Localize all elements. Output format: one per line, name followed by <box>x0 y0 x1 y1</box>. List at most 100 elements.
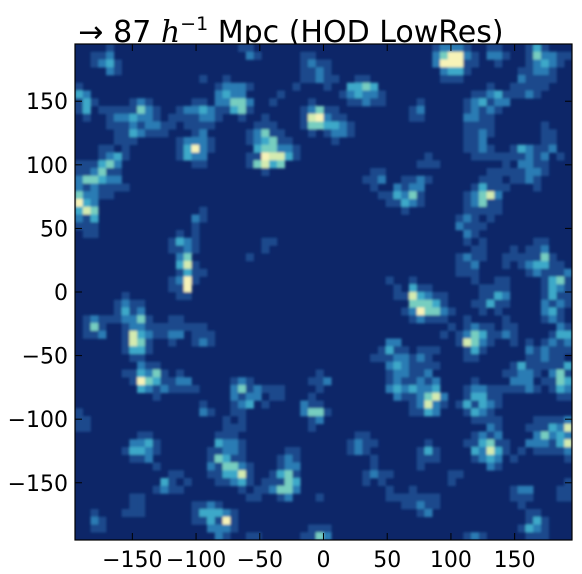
heatmap-cell <box>416 160 425 169</box>
heatmap-cell <box>540 431 550 440</box>
heatmap-cell <box>432 392 441 401</box>
heatmap-cell <box>509 323 518 332</box>
heatmap-cell <box>548 67 557 76</box>
heatmap-cell <box>525 338 534 347</box>
heatmap-cell <box>478 144 487 153</box>
heatmap-cell <box>533 75 542 84</box>
heatmap-cell <box>137 439 146 448</box>
heatmap-cell <box>486 323 495 332</box>
heatmap-cell <box>315 400 324 409</box>
heatmap-cell <box>564 51 572 60</box>
heatmap-cell <box>261 385 270 394</box>
heatmap-cell <box>245 98 254 107</box>
heatmap-cell <box>525 385 534 394</box>
heatmap-cell <box>463 338 472 347</box>
heatmap-cell <box>238 113 247 122</box>
heatmap-cell <box>548 307 557 316</box>
heatmap-cell <box>284 485 293 494</box>
heatmap-cell <box>113 129 122 138</box>
heatmap-cell <box>525 253 534 262</box>
heatmap-cell <box>129 299 138 308</box>
heatmap-cell <box>385 354 394 363</box>
heatmap-cell <box>540 137 550 146</box>
heatmap-cell <box>199 129 208 138</box>
heatmap-cell <box>168 485 177 494</box>
heatmap-cell <box>160 478 169 487</box>
heatmap-cell <box>401 385 410 394</box>
heatmap-cell <box>284 152 293 161</box>
heatmap-cell <box>98 191 107 200</box>
heatmap-cell <box>502 385 511 394</box>
heatmap-cell <box>199 400 208 409</box>
heatmap-cell <box>261 485 270 494</box>
heatmap-cell <box>269 485 278 494</box>
heatmap-cell <box>160 330 169 339</box>
heatmap-cell <box>214 98 223 107</box>
heatmap-cell <box>486 214 495 223</box>
heatmap-cell <box>137 454 146 463</box>
heatmap-cell <box>276 152 285 161</box>
heatmap-cell <box>408 113 417 122</box>
heatmap-cell <box>121 183 130 192</box>
heatmap-cell <box>168 113 177 122</box>
heatmap-cell <box>152 113 161 122</box>
heatmap-cell <box>276 462 285 471</box>
heatmap-cell <box>408 292 417 301</box>
heatmap-cell <box>129 129 138 138</box>
heatmap-cell <box>90 98 99 107</box>
heatmap-cell <box>463 315 472 324</box>
heatmap-cell <box>424 307 433 316</box>
heatmap-cell <box>564 338 572 347</box>
heatmap-cell <box>137 106 146 115</box>
heatmap-cell <box>152 462 161 471</box>
heatmap-cell <box>323 377 332 386</box>
heatmap-cell <box>533 361 542 370</box>
heatmap-cell <box>564 369 572 378</box>
heatmap-cell <box>486 408 495 417</box>
heatmap-cell <box>525 346 534 355</box>
heatmap-cell <box>245 532 254 540</box>
heatmap-cell <box>238 416 247 425</box>
heatmap-cell <box>393 183 402 192</box>
heatmap-cell <box>548 137 557 146</box>
heatmap-cell <box>439 75 449 84</box>
heatmap-cell <box>533 59 542 68</box>
heatmap-cell <box>424 354 433 363</box>
heatmap-cell <box>121 292 130 301</box>
heatmap-cell <box>471 106 480 115</box>
heatmap-cell <box>533 253 542 262</box>
heatmap-cell <box>564 454 572 463</box>
heatmap-cell <box>175 268 185 277</box>
heatmap-cell <box>556 346 565 355</box>
heatmap-cell <box>238 408 247 417</box>
heatmap-cell <box>307 392 317 401</box>
heatmap-cell <box>121 369 130 378</box>
heatmap-cell <box>540 237 550 246</box>
heatmap-cell <box>300 75 309 84</box>
heatmap-cell <box>471 416 480 425</box>
heatmap-cell <box>137 315 146 324</box>
heatmap-cell <box>183 113 192 122</box>
heatmap-cell <box>144 121 153 130</box>
heatmap-cell <box>191 385 200 394</box>
heatmap-cell <box>463 532 472 540</box>
heatmap-cell <box>113 307 122 316</box>
heatmap-cell <box>90 51 99 60</box>
heatmap-cell <box>222 532 231 540</box>
heatmap-cell <box>439 299 449 308</box>
heatmap-cell <box>424 292 433 301</box>
heatmap-cell <box>75 90 84 99</box>
heatmap-cell <box>432 377 441 386</box>
heatmap-cell <box>540 516 550 525</box>
heatmap-cell <box>137 323 146 332</box>
heatmap-cell <box>494 175 503 184</box>
heatmap-cell <box>137 385 146 394</box>
heatmap-cell <box>339 90 348 99</box>
heatmap-cell <box>548 346 557 355</box>
heatmap-cell <box>207 121 216 130</box>
heatmap-cell <box>401 361 410 370</box>
heatmap-cell <box>439 307 449 316</box>
heatmap-cell <box>370 470 379 479</box>
heatmap-cell <box>463 230 472 239</box>
heatmap-cell <box>548 284 557 293</box>
